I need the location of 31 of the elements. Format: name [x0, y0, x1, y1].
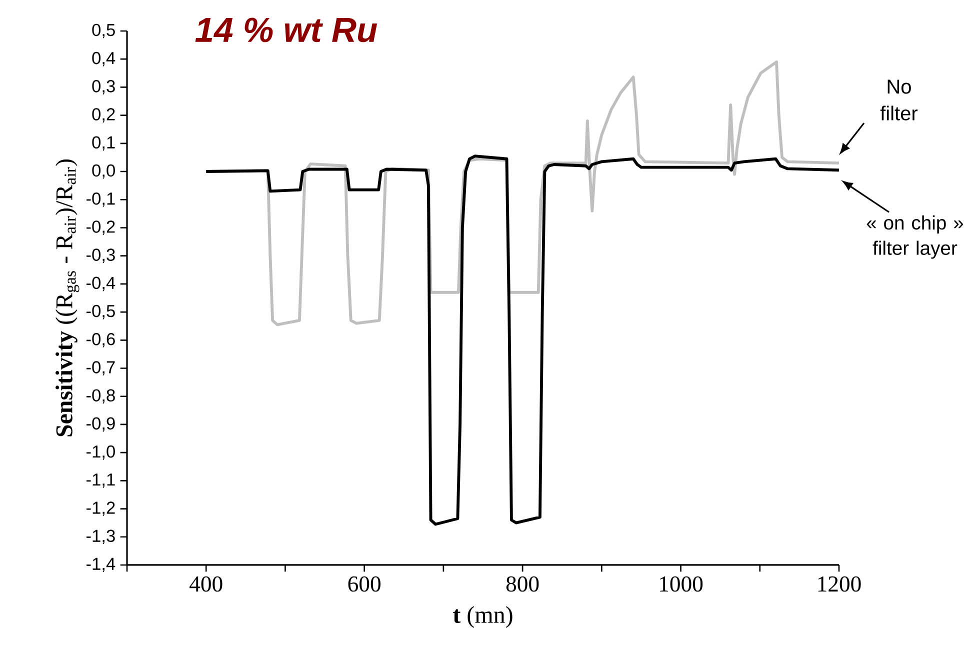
- y-tick-label: -0,4: [86, 276, 116, 292]
- line-series: [204, 154, 840, 526]
- y-tick-label: 0,2: [92, 108, 115, 122]
- y-tick-label: -1,3: [86, 530, 115, 544]
- y-axis-title: Sensitivity ((R$_{gas}$ - R$_{air}$)/R$_{air}$): [56, 159, 80, 436]
- y-tick-label: -0,6: [86, 332, 115, 348]
- y-tick-label: -1,0: [86, 445, 115, 460]
- x-axis-title: t (mn): [453, 606, 512, 628]
- x-tick-label: 1000: [660, 576, 703, 592]
- x-tick-label: 600: [348, 576, 380, 592]
- y-tick-label: 0,4: [92, 52, 116, 66]
- y-tick-label: 0,5: [92, 24, 115, 38]
- y-tick-label: 0,3: [92, 80, 115, 94]
- y-tick-label: -1,1: [86, 474, 115, 488]
- y-tick-label: -0,8: [86, 389, 115, 404]
- y-tick-label: -0,2: [86, 220, 115, 235]
- y-tick-label: -0,1: [86, 192, 115, 207]
- legend-label: « on chip » filter layer: [866, 215, 964, 259]
- chart-title: 14 % wt Ru: [195, 18, 378, 42]
- y-tick-label: -0,7: [86, 361, 115, 376]
- x-tick-label: 1200: [818, 576, 861, 592]
- y-tick-label: 0,1: [92, 136, 115, 151]
- text: No filter: [880, 80, 918, 120]
- x-tick-label: 800: [506, 576, 539, 592]
- y-tick-label: -0,3: [86, 248, 115, 263]
- y-tick-label: -1,4: [86, 558, 116, 572]
- y-tick-label: -0,5: [86, 304, 115, 320]
- y-tick-label: 0,0: [92, 164, 115, 179]
- y-tick-label: -1,2: [86, 502, 115, 516]
- x-tick-label: 400: [190, 576, 222, 592]
- y-tick-label: -0,9: [86, 417, 115, 432]
